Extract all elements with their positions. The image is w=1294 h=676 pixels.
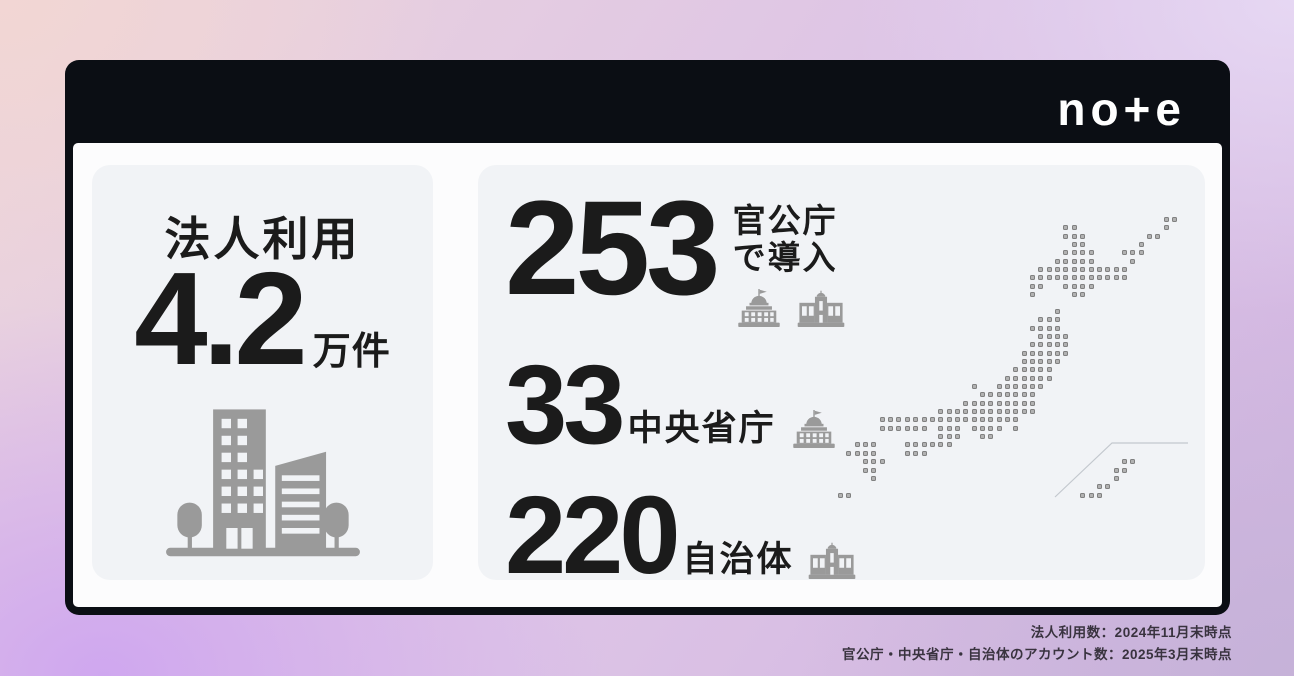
stat-central-ministries-label: 中央省庁 [627,409,776,449]
stat-government-offices-value: 253 [505,174,721,323]
label-line-1: 官公庁 [732,202,838,239]
stat-central-ministries-value: 33 [505,342,626,467]
stat-municipalities-label: 自治体 [682,539,794,579]
stat-municipalities-value: 220 [505,474,681,597]
footnote-line-1: 法人利用数：2024年11月末時点 [1030,625,1232,640]
corporate-usage-card: 法人利用 4.2 万件 [92,165,433,580]
stat-central-ministries: 33 中央省庁 [505,342,840,467]
footnote-line-2: 官公庁・中央省庁・自治体のアカウント数：2025年3月末時点 [841,646,1232,662]
footnote: 法人利用数：2024年11月末時点 官公庁・中央省庁・自治体のアカウント数：20… [842,622,1232,666]
government-adoption-card: 253 官公庁 で導入 33 中央省庁 [478,165,1205,597]
stat-municipalities: 220 自治体 [505,474,858,597]
corporate-usage-unit: 万件 [312,331,391,373]
corporate-usage-value: 4.2 [134,245,307,392]
stat-government-offices-icons [733,289,847,327]
office-buildings-icon [165,409,360,557]
black-frame: no+e 法人利用 4.2 万件 [65,60,1230,615]
japan-dot-map-dots [838,217,1194,513]
stat-government-offices: 253 官公庁 で導入 [505,174,847,327]
okinawa-inset-line [1054,442,1188,498]
cityhall-icon [806,541,858,579]
stat-government-offices-label: 官公庁 で導入 [732,202,847,327]
label-line-2: で導入 [732,238,838,276]
capitol-icon [733,289,785,327]
note-logo: no+e [1057,83,1186,135]
corporate-usage-title: 法人利用 [164,213,361,265]
capitol-icon [788,410,840,448]
corporate-usage-value-row: 4.2 万件 [92,253,433,385]
japan-dot-map [838,217,1194,513]
content-panel: 法人利用 4.2 万件 [73,143,1222,607]
